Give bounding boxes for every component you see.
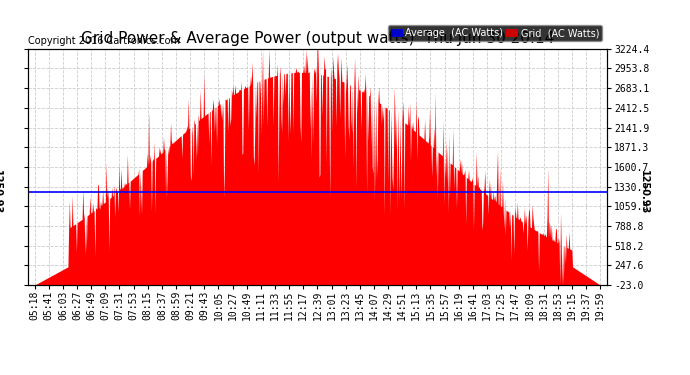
Legend: Average  (AC Watts), Grid  (AC Watts): Average (AC Watts), Grid (AC Watts) <box>388 25 602 41</box>
Text: 1250.93: 1250.93 <box>639 170 649 214</box>
Text: Copyright 2016 Cartronics.com: Copyright 2016 Cartronics.com <box>28 36 180 46</box>
Title: Grid Power & Average Power (output watts)  Thu Jun 30 20:14: Grid Power & Average Power (output watts… <box>81 31 554 46</box>
Text: 1250.93: 1250.93 <box>0 170 1 214</box>
